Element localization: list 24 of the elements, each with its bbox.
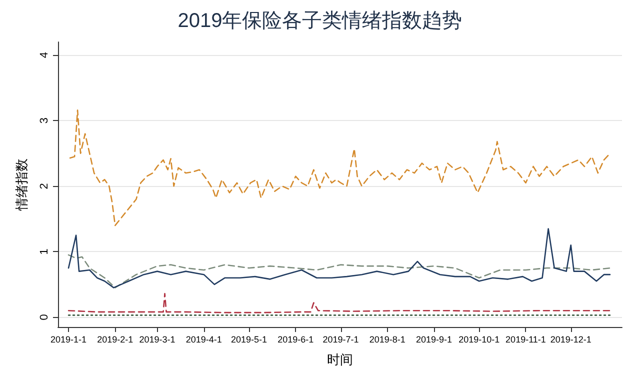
y-tick-label: 3: [38, 118, 50, 124]
x-tick-label: 2019-4-1: [186, 334, 222, 344]
x-tick-label: 2019-2-1: [97, 334, 134, 344]
x-tick-label: 2019-1-1: [50, 334, 87, 344]
line-series: [68, 292, 611, 314]
line-series: [68, 228, 611, 288]
x-tick-label: 2019-12-1: [550, 334, 592, 344]
x-tick-label: 2019-7-1: [322, 334, 359, 344]
x-axis-title: 时间: [327, 352, 353, 367]
x-tick-label: 2019-3-1: [139, 334, 176, 344]
x-tick-label: 2019-6-1: [278, 334, 314, 344]
x-tick-label: 2019-9-1: [416, 334, 452, 344]
x-tick-label: 2019-11-1: [506, 334, 546, 344]
y-tick-label: 0: [38, 314, 50, 320]
y-tick-label: 4: [38, 52, 50, 58]
x-tick-label: 2019-5-1: [230, 334, 268, 344]
x-tick-label: 2019-8-1: [369, 334, 406, 344]
line-series: [69, 109, 611, 226]
chart-title: 2019年保险各子类情绪指数趋势: [178, 10, 462, 32]
y-tick-label: 1: [38, 248, 50, 255]
y-tick-label: 2: [38, 183, 50, 190]
x-tick-label: 2019-10-1: [458, 334, 500, 344]
line-series: [68, 254, 611, 288]
y-axis-title: 情绪指数: [14, 158, 29, 212]
